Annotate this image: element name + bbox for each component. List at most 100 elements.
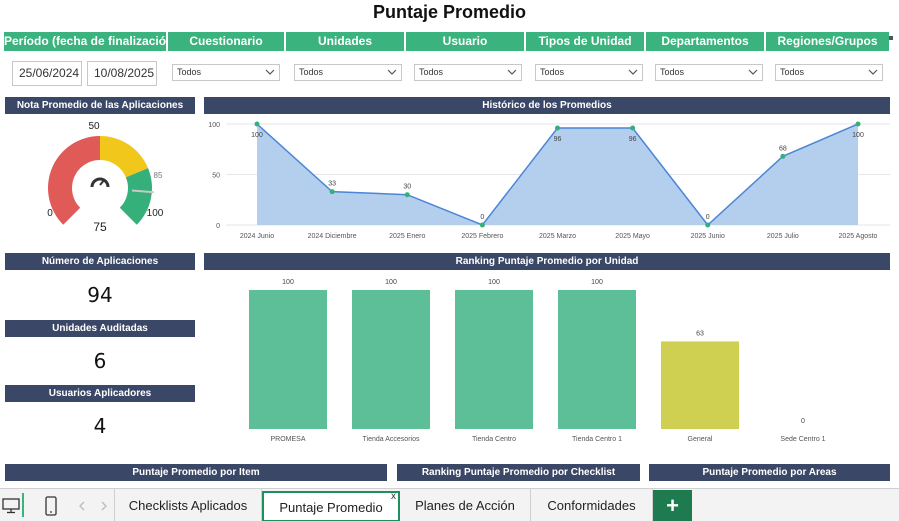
item-panel-header: Puntaje Promedio por Item bbox=[5, 464, 387, 481]
chevron-right-icon[interactable] bbox=[94, 489, 114, 521]
chevron-down-icon bbox=[868, 69, 878, 75]
units-count: 6 bbox=[93, 349, 107, 373]
add-tab-button[interactable]: + bbox=[653, 490, 692, 521]
chevron-left-icon[interactable] bbox=[72, 489, 92, 521]
dropdown-value: Todos bbox=[419, 67, 444, 77]
filter-header-user: Usuario bbox=[406, 32, 526, 51]
gauge-target-marker bbox=[131, 189, 154, 194]
ranking-data-label: 63 bbox=[696, 330, 704, 337]
unit-types-dropdown[interactable]: Todos bbox=[535, 64, 643, 81]
history-point[interactable] bbox=[630, 125, 636, 131]
history-point[interactable] bbox=[705, 222, 711, 228]
history-x-label: 2025 Junio bbox=[691, 233, 725, 240]
filter-header-period: Período (fecha de finalización) bbox=[4, 32, 168, 51]
history-data-label: 96 bbox=[554, 136, 562, 143]
chevron-down-icon bbox=[748, 69, 758, 75]
ranking-checklist-panel-header: Ranking Puntaje Promedio por Checklist bbox=[397, 464, 640, 481]
history-point[interactable] bbox=[329, 189, 335, 195]
ranking-bar[interactable] bbox=[661, 341, 739, 429]
ranking-x-label: General bbox=[688, 436, 713, 443]
history-data-label: 30 bbox=[403, 184, 411, 191]
ranking-data-label: 100 bbox=[282, 279, 294, 286]
desktop-icon[interactable] bbox=[0, 489, 22, 521]
history-point[interactable] bbox=[555, 125, 560, 131]
history-x-label: 2025 Enero bbox=[389, 233, 425, 240]
tab-conformidades[interactable]: Conformidades bbox=[531, 489, 653, 521]
units-dropdown[interactable]: Todos bbox=[294, 64, 402, 81]
filter-header-bar: Período (fecha de finalización) Cuestion… bbox=[4, 32, 889, 51]
gauge-panel-header: Nota Promedio de las Aplicaciones bbox=[5, 97, 195, 114]
user-dropdown[interactable]: Todos bbox=[414, 64, 522, 81]
ranking-data-label: 100 bbox=[488, 279, 500, 286]
filter-header-units: Unidades bbox=[286, 32, 406, 51]
ranking-data-label: 0 bbox=[801, 418, 805, 425]
history-panel-header: Histórico de los Promedios bbox=[204, 97, 890, 114]
ranking-x-label: Sede Centro 1 bbox=[780, 436, 825, 443]
history-data-label: 33 bbox=[328, 181, 336, 188]
ranking-bar[interactable] bbox=[558, 290, 636, 429]
date-to-input[interactable]: 10/08/2025 bbox=[87, 61, 157, 86]
history-x-label: 2024 Diciembre bbox=[308, 233, 357, 240]
page-title: Puntaje Promedio bbox=[372, 2, 527, 22]
history-x-label: 2025 Marzo bbox=[539, 233, 576, 240]
history-point[interactable] bbox=[479, 222, 485, 228]
filter-header-departments: Departamentos bbox=[646, 32, 766, 51]
ranking-x-label: PROMESA bbox=[270, 436, 305, 443]
history-y-tick: 0 bbox=[216, 223, 220, 230]
ranking-unit-bar-chart: 100 PROMESA 100 Tienda Accesorios 100 Tienda … bbox=[249, 279, 826, 443]
history-x-label: 2025 Julio bbox=[767, 233, 799, 240]
history-data-label: 100 bbox=[251, 132, 263, 139]
ranking-bar[interactable] bbox=[352, 290, 430, 429]
dropdown-value: Todos bbox=[540, 67, 565, 77]
ranking-bar[interactable] bbox=[249, 290, 327, 429]
users-count: 4 bbox=[93, 414, 107, 438]
active-view-indicator bbox=[22, 493, 24, 517]
history-point[interactable] bbox=[780, 153, 786, 159]
history-point[interactable] bbox=[855, 121, 861, 127]
departments-dropdown[interactable]: Todos bbox=[655, 64, 763, 81]
gauge-label-max: 100 bbox=[147, 208, 164, 219]
date-from-input[interactable]: 25/06/2024 bbox=[12, 61, 82, 86]
mobile-icon[interactable] bbox=[40, 489, 62, 521]
filter-header-regions: Regiones/Grupos bbox=[777, 34, 878, 48]
filter-header-questionnaire: Cuestionario bbox=[168, 32, 286, 51]
gauge-label-mid: 50 bbox=[88, 121, 100, 132]
ranking-x-label: Tienda Centro 1 bbox=[572, 436, 622, 443]
history-x-label: 2024 Junio bbox=[240, 233, 274, 240]
dropdown-value: Todos bbox=[780, 67, 805, 77]
ranking-bar[interactable] bbox=[455, 290, 533, 429]
gauge-label-min: 0 bbox=[47, 208, 53, 219]
gauge-segment-green bbox=[119, 168, 152, 225]
chevron-down-icon bbox=[628, 69, 638, 75]
ranking-unit-panel-header: Ranking Puntaje Promedio por Unidad bbox=[204, 253, 890, 270]
gauge-segment-red bbox=[47, 136, 100, 225]
dropdown-value: Todos bbox=[660, 67, 685, 77]
history-data-label: 100 bbox=[852, 132, 864, 139]
ranking-data-label: 100 bbox=[591, 279, 603, 286]
units-panel-header: Unidades Auditadas bbox=[5, 320, 195, 337]
history-x-label: 2025 Mayo bbox=[615, 233, 650, 240]
history-area-chart: 0 50 100 100 2024 Junio 33 2024 Diciembre 30 202… bbox=[208, 121, 890, 240]
ranking-data-label: 100 bbox=[385, 279, 397, 286]
tab-label: Puntaje Promedio bbox=[279, 500, 383, 515]
dropdown-value: Todos bbox=[299, 67, 324, 77]
history-data-label: 0 bbox=[706, 214, 710, 221]
areas-panel-header: Puntaje Promedio por Areas bbox=[649, 464, 890, 481]
users-panel-header: Usuarios Aplicadores bbox=[5, 385, 195, 402]
history-y-tick: 100 bbox=[208, 122, 220, 129]
close-tab-icon[interactable]: x bbox=[391, 491, 396, 502]
dropdown-value: Todos bbox=[177, 67, 202, 77]
history-data-label: 68 bbox=[779, 145, 787, 152]
gauge-chart: 50 0 100 85 75 bbox=[47, 121, 164, 234]
regions-dropdown[interactable]: Todos bbox=[775, 64, 883, 81]
questionnaire-dropdown[interactable]: Todos bbox=[172, 64, 280, 81]
tab-checklists-aplicados[interactable]: Checklists Aplicados bbox=[114, 489, 262, 521]
ranking-x-label: Tienda Centro bbox=[472, 436, 516, 443]
tab-puntaje-promedio[interactable]: Puntaje Promedio x bbox=[262, 491, 400, 521]
gauge-segment-yellow bbox=[100, 136, 149, 178]
history-point[interactable] bbox=[254, 121, 260, 127]
history-point[interactable] bbox=[404, 192, 410, 198]
gauge-label-target: 85 bbox=[154, 171, 163, 180]
history-area bbox=[257, 124, 858, 225]
tab-planes-de-accion[interactable]: Planes de Acción bbox=[400, 489, 531, 521]
